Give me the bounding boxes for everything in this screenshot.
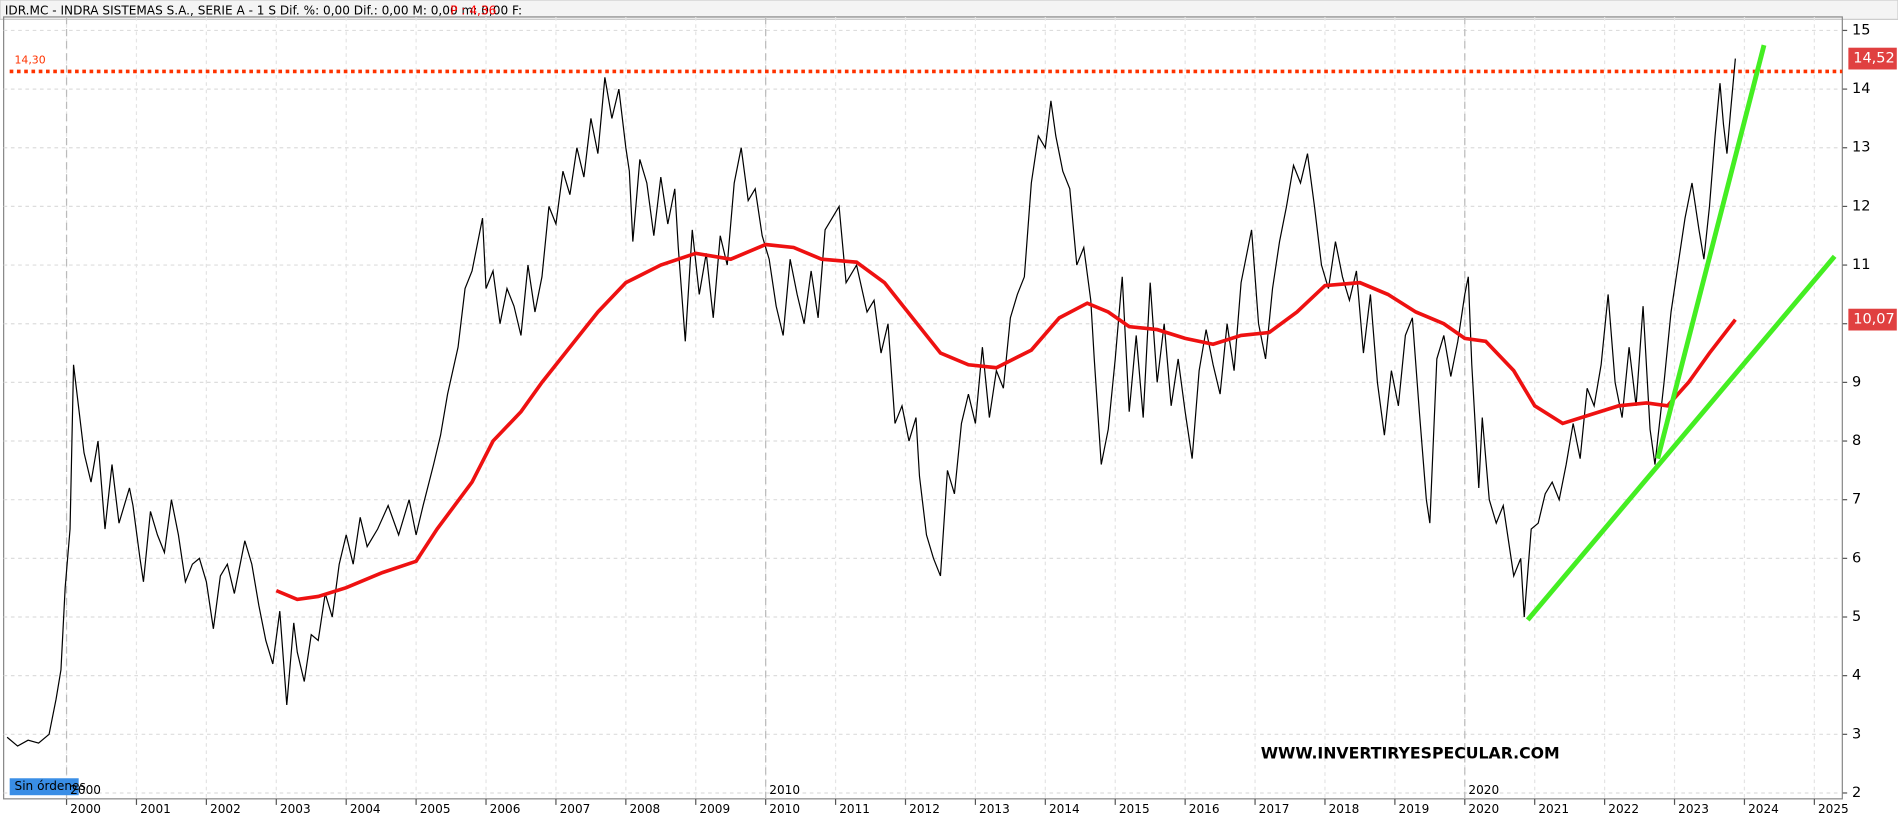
y-tick-label: 15 — [1852, 22, 1870, 38]
x-tick-label: 2004 — [350, 802, 381, 816]
y-tick-label: 2 — [1852, 785, 1861, 801]
price-tag-label: 14,52 — [1853, 51, 1895, 67]
grid — [3, 16, 1848, 805]
y-tick-label: 9 — [1852, 374, 1861, 390]
x-tick-label: 2002 — [210, 802, 241, 816]
x-tick-label: 2020 — [1468, 802, 1499, 816]
x-tick-label: 2013 — [979, 802, 1010, 816]
trendline — [1655, 44, 1767, 460]
x-tick-label: 2001 — [140, 802, 171, 816]
trendline — [1525, 254, 1837, 622]
marks — [6, 44, 1843, 747]
x-tick-label: 2016 — [1189, 802, 1220, 816]
header-price: P : 4,36 — [450, 3, 496, 17]
x-tick-label: 2015 — [1119, 802, 1150, 816]
y-tick-label: 4 — [1852, 668, 1861, 684]
decade-label: 2010 — [769, 783, 800, 797]
y-tick-label: 14 — [1852, 81, 1870, 97]
x-tick-label: 2010 — [769, 802, 800, 816]
x-tick-label: 2019 — [1399, 802, 1430, 816]
x-tick-label: 2023 — [1678, 802, 1709, 816]
price-tag — [1848, 47, 1897, 70]
x-tick-label: 2000 — [70, 802, 101, 816]
x-tick-label: 2017 — [1259, 802, 1290, 816]
x-tick-label: 2005 — [420, 802, 451, 816]
x-tick-label: 2008 — [629, 802, 660, 816]
y-tick-label: 6 — [1852, 550, 1861, 566]
decade-label: 2020 — [1468, 783, 1499, 797]
x-tick-label: 2025 — [1818, 802, 1849, 816]
y-tick-label: 12 — [1852, 198, 1870, 214]
x-tick-label: 2007 — [560, 802, 591, 816]
header-bar — [0, 0, 1898, 20]
y-tick-label: 7 — [1852, 492, 1861, 508]
x-tick-label: 2021 — [1538, 802, 1569, 816]
plot-frame — [3, 16, 1843, 800]
y-tick-label: 13 — [1852, 140, 1870, 156]
price-line — [6, 58, 1736, 747]
y-tick-label: 8 — [1852, 433, 1861, 449]
x-tick-label: 2022 — [1608, 802, 1639, 816]
watermark: WWW.INVERTIRYESPECULAR.COM — [1261, 744, 1560, 763]
x-tick-label: 2006 — [490, 802, 521, 816]
x-tick-label: 2018 — [1329, 802, 1360, 816]
x-tick-label: 2012 — [909, 802, 940, 816]
x-tick-label: 2011 — [839, 802, 870, 816]
y-tick-label: 3 — [1852, 726, 1861, 742]
orders-text[interactable]: Sin órdenes — [15, 779, 86, 793]
x-tick-label: 2014 — [1049, 802, 1080, 816]
decade-label: 2000 — [70, 783, 101, 797]
price-tag-label: 10,07 — [1853, 312, 1895, 328]
x-tick-label: 2009 — [699, 802, 730, 816]
level-label: 14,30 — [15, 54, 46, 67]
header-text: IDR.MC - INDRA SISTEMAS S.A., SERIE A - … — [5, 3, 522, 17]
moving-average — [275, 242, 1737, 602]
x-tick-label: 2003 — [280, 802, 311, 816]
y-tick-label: 11 — [1852, 257, 1870, 273]
orders-badge[interactable] — [9, 778, 79, 796]
x-tick-label: 2024 — [1748, 802, 1779, 816]
y-tick-label: 5 — [1852, 609, 1861, 625]
price-tag — [1848, 308, 1897, 331]
